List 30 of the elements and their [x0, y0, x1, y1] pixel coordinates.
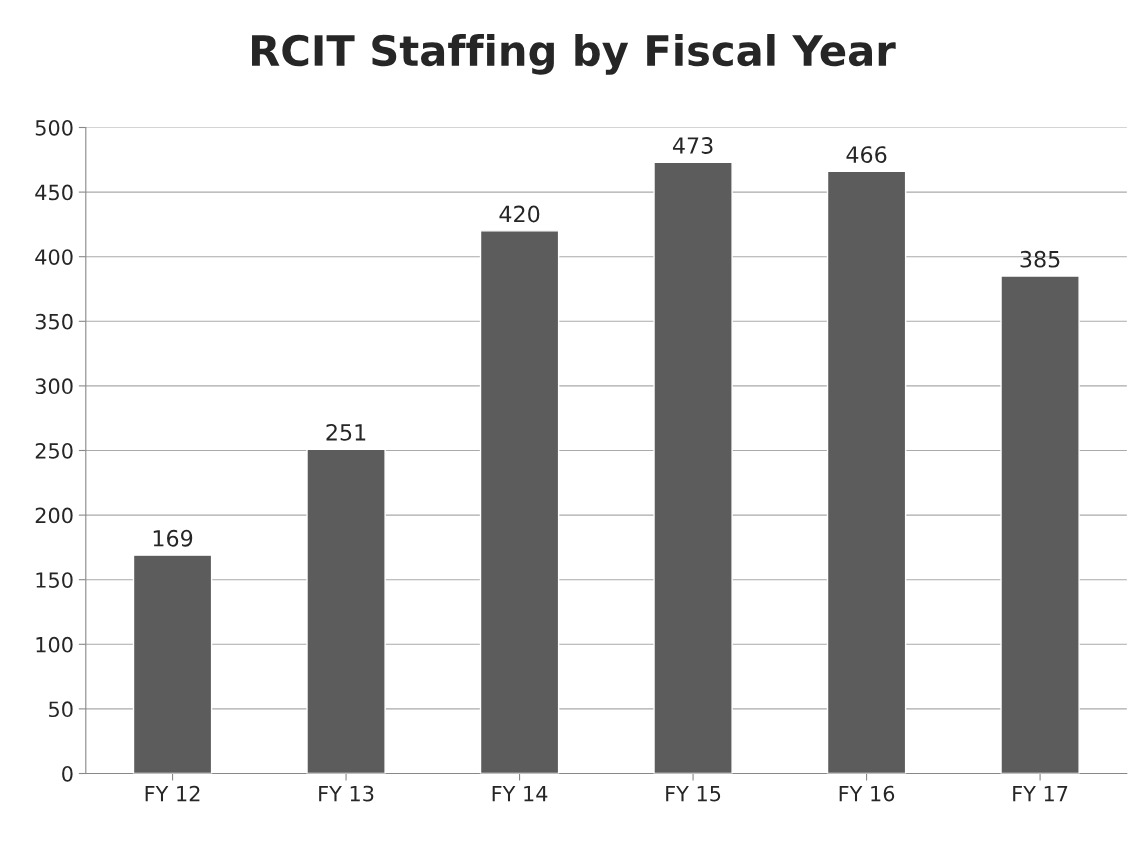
- bar: [306, 448, 386, 774]
- bar: [132, 554, 213, 774]
- data-label: 251: [326, 423, 366, 441]
- chart-title: RCIT Staffing by Fiscal Year: [252, 34, 896, 75]
- data-label: 420: [499, 205, 540, 223]
- bar: [479, 230, 560, 774]
- x-tick-label: FY 12: [145, 785, 200, 802]
- data-label: 385: [1020, 250, 1060, 268]
- y-tick-label: 200: [35, 507, 73, 524]
- y-tick-label: 350: [35, 313, 73, 330]
- y-tick-label: 400: [35, 249, 73, 265]
- x-tick-label: FY 16: [839, 785, 895, 802]
- y-tick-label: 250: [35, 442, 73, 459]
- bar: [1000, 275, 1080, 774]
- bar: [653, 161, 733, 774]
- x-tick-label: FY 15: [666, 785, 721, 802]
- x-tick-label: FY 14: [492, 785, 548, 802]
- y-tick-label: 100: [36, 636, 73, 653]
- y-tick-label: 50: [49, 701, 73, 718]
- y-tick-label: 300: [35, 378, 73, 395]
- data-label: 466: [846, 146, 887, 163]
- x-tick-label: FY 13: [319, 785, 374, 802]
- x-tick-label: FY 17: [1013, 785, 1068, 802]
- y-tick-label: 450: [35, 184, 73, 201]
- bar: [826, 170, 907, 774]
- data-label: 473: [672, 137, 713, 154]
- data-label: 169: [153, 529, 193, 547]
- y-tick-label: 150: [36, 572, 73, 588]
- y-tick-label: 0: [62, 765, 73, 782]
- y-tick-label: 500: [35, 119, 73, 136]
